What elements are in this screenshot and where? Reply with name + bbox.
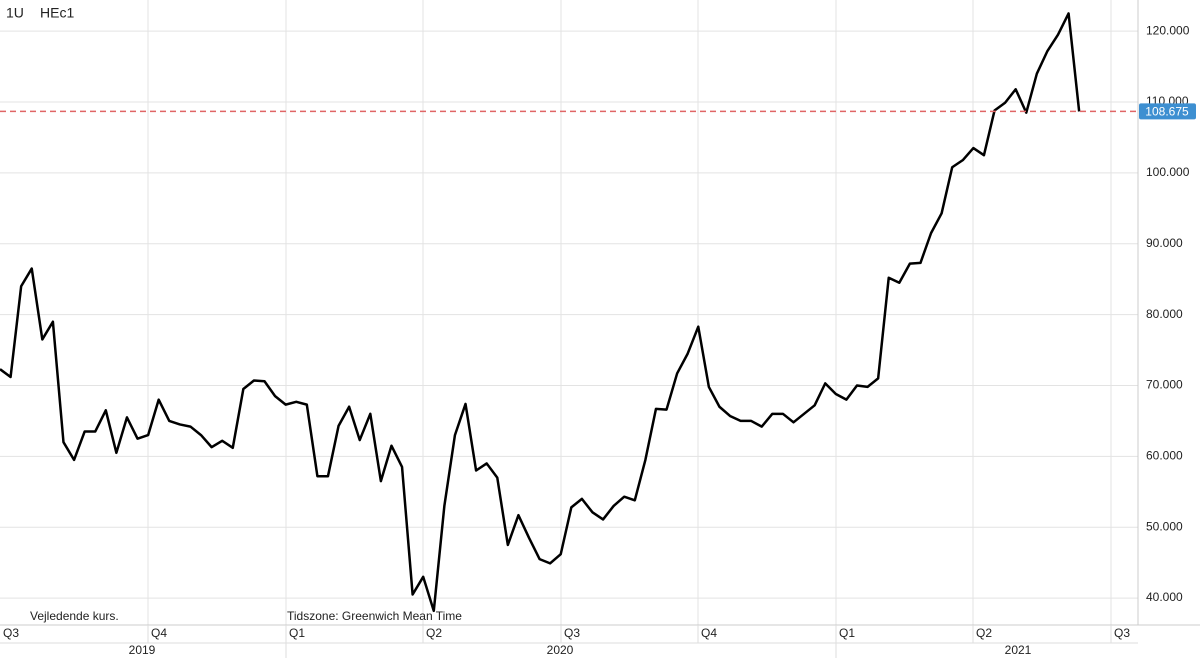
- quarter-label: Q1: [839, 626, 855, 640]
- price-line: [0, 12, 1081, 613]
- ric: HEc1: [40, 5, 74, 21]
- quarter-label: Q3: [3, 626, 19, 640]
- quarter-label: Q4: [151, 626, 167, 640]
- y-tick-label: 90.000: [1146, 236, 1183, 250]
- last-price-box: [1139, 103, 1196, 120]
- year-label: 2020: [547, 643, 574, 657]
- last-price-label: 108.675: [1145, 105, 1189, 119]
- grid: [0, 0, 1138, 625]
- footnote: Vejledende kurs.: [30, 609, 119, 623]
- year-label: 2019: [129, 643, 156, 657]
- quarter-label: Q2: [426, 626, 442, 640]
- y-tick-label: 40.000: [1146, 590, 1183, 604]
- quarter-label: Q3: [1114, 626, 1130, 640]
- quarter-label: Q1: [289, 626, 305, 640]
- symbol: 1U: [6, 5, 24, 21]
- y-tick-label: 100.000: [1146, 165, 1190, 179]
- quarter-label: Q2: [976, 626, 992, 640]
- year-label: 2021: [1005, 643, 1032, 657]
- y-tick-label: 50.000: [1146, 519, 1183, 533]
- y-tick-label: 70.000: [1146, 378, 1183, 392]
- quarter-label: Q4: [701, 626, 717, 640]
- y-tick-label: 80.000: [1146, 307, 1183, 321]
- y-tick-label: 120.000: [1146, 23, 1190, 37]
- y-tick-label: 60.000: [1146, 449, 1183, 463]
- quarter-label: Q3: [564, 626, 580, 640]
- timezone: Tidszone: Greenwich Mean Time: [287, 609, 462, 623]
